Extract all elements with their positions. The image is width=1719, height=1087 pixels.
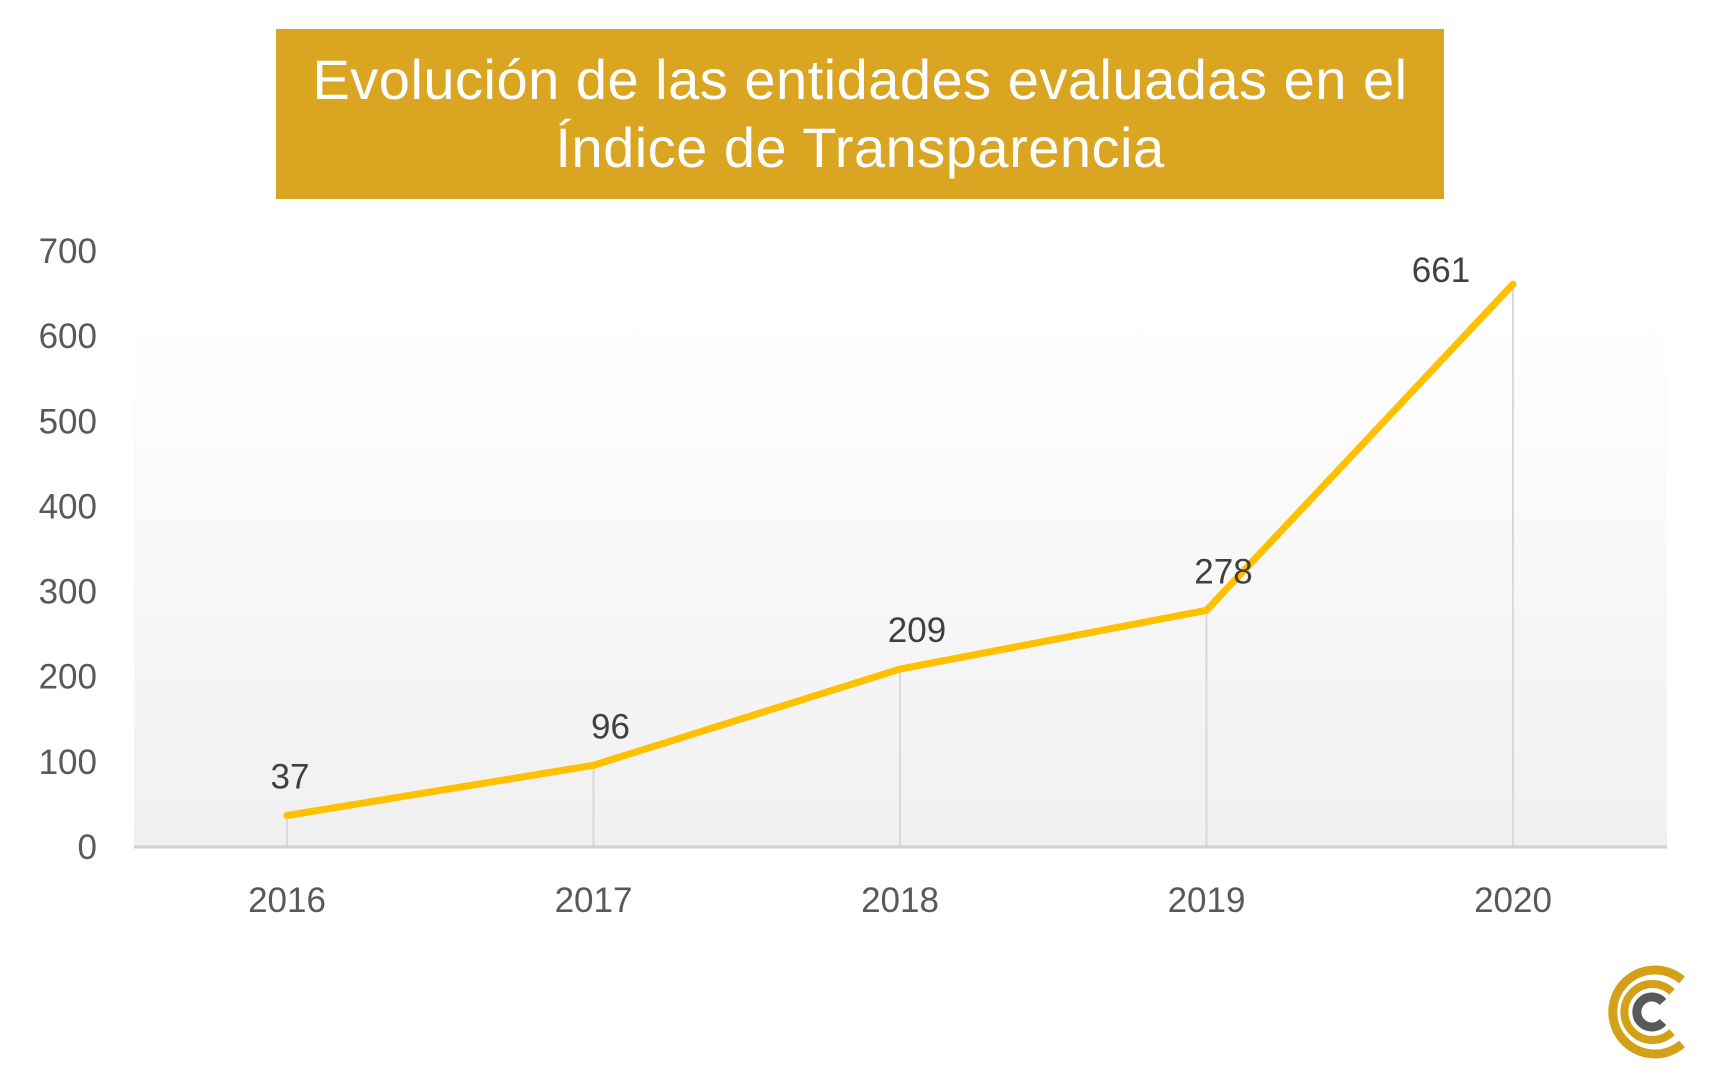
data-point bbox=[590, 761, 597, 769]
x-tick-label: 2020 bbox=[1474, 881, 1552, 920]
chart-title: Evolución de las entidades evaluadas en … bbox=[312, 48, 1408, 179]
x-tick-label: 2018 bbox=[861, 881, 939, 920]
data-point bbox=[896, 665, 904, 673]
data-label: 37 bbox=[271, 757, 310, 796]
chart-title-banner: Evolución de las entidades evaluadas en … bbox=[276, 29, 1444, 199]
data-label: 96 bbox=[591, 707, 630, 746]
data-label: 278 bbox=[1194, 552, 1252, 591]
data-label: 661 bbox=[1412, 251, 1470, 290]
y-tick-label: 400 bbox=[39, 487, 97, 526]
y-tick-label: 100 bbox=[39, 743, 97, 782]
data-point bbox=[1509, 280, 1517, 288]
data-point bbox=[283, 811, 291, 819]
data-point bbox=[1203, 606, 1210, 614]
x-tick-label: 2017 bbox=[555, 881, 633, 920]
data-label: 209 bbox=[888, 611, 946, 650]
y-tick-label: 0 bbox=[78, 828, 97, 867]
y-tick-label: 300 bbox=[39, 573, 97, 612]
y-tick-label: 700 bbox=[39, 232, 97, 271]
y-tick-label: 500 bbox=[39, 402, 97, 441]
circular-c-logo-icon bbox=[1608, 965, 1685, 1059]
x-tick-label: 2019 bbox=[1168, 881, 1246, 920]
y-tick-label: 600 bbox=[39, 317, 97, 356]
y-tick-label: 200 bbox=[39, 658, 97, 697]
x-tick-label: 2016 bbox=[248, 881, 326, 920]
